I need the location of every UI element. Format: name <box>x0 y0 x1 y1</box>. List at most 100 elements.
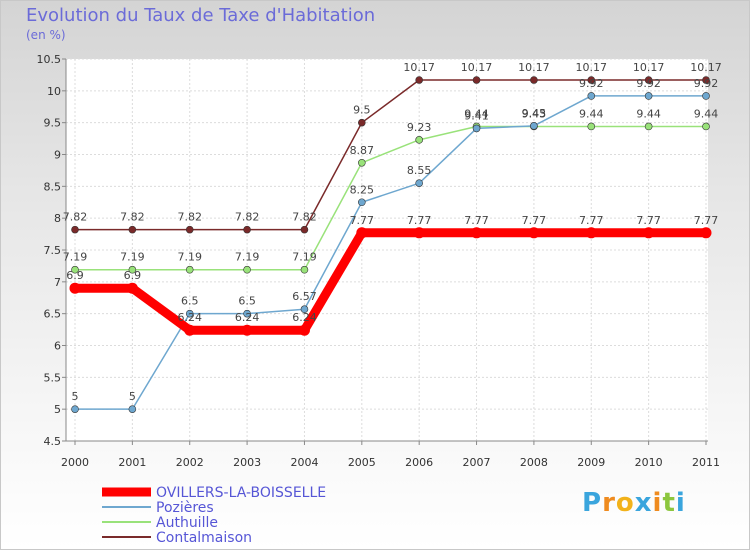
data-point-pozi-res <box>587 92 596 100</box>
data-point-authuille <box>415 136 423 144</box>
y-tick-label: 8 <box>54 212 61 225</box>
y-tick-label: 7.5 <box>44 244 62 257</box>
data-label-contalmaison: 7.82 <box>63 211 88 224</box>
legend-label-pozi-res: Pozières <box>156 500 214 516</box>
data-label-contalmaison: 10.17 <box>633 61 665 74</box>
data-label-authuille: 7.19 <box>177 251 202 264</box>
legend: OVILLERS-LA-BOISSELLEPozièresAuthuilleCo… <box>102 485 326 546</box>
data-label-authuille: 9.44 <box>636 107 661 120</box>
data-point-ovillers-la-boisselle <box>241 324 253 336</box>
logo-letter: r <box>602 488 616 518</box>
x-tick-label: 2000 <box>61 456 89 469</box>
y-axis-unit-label: (en %) <box>26 28 66 42</box>
data-point-pozi-res <box>185 309 194 318</box>
data-labels: 7.82 7.82 7.82 7.82 7.82 9.5 10.17 10.17 10.17 10… <box>63 61 722 403</box>
logo-letter: t <box>662 488 676 518</box>
data-point-pozi-res <box>358 198 366 207</box>
data-label-ovillers-la-boisselle: 6.24 <box>292 311 317 324</box>
data-label-pozi-res: 8.55 <box>407 164 432 177</box>
data-point-ovillers-la-boisselle <box>69 282 81 294</box>
x-tick-label: 2002 <box>176 456 204 469</box>
logo-letter: o <box>615 488 635 518</box>
x-tick-label: 2010 <box>635 456 663 469</box>
data-point-pozi-res <box>128 405 137 413</box>
data-label-contalmaison: 10.17 <box>403 61 435 74</box>
data-label-ovillers-la-boisselle: 6.24 <box>235 311 260 324</box>
data-point-pozi-res <box>472 124 481 133</box>
data-label-authuille: 7.19 <box>63 251 88 264</box>
series-line-contalmaison <box>74 79 707 231</box>
data-label-authuille: 9.44 <box>464 107 489 120</box>
x-tick-label: 2001 <box>118 456 146 469</box>
data-label-contalmaison: 10.17 <box>461 61 493 74</box>
logo-letter: i <box>652 488 663 518</box>
y-tick-label: 4.5 <box>44 435 62 448</box>
data-label-contalmaison: 7.82 <box>292 211 317 224</box>
data-point-authuille <box>243 265 251 274</box>
x-tick-label: 2003 <box>233 456 261 469</box>
data-label-pozi-res: 9.92 <box>579 77 604 90</box>
data-point-contalmaison <box>415 76 423 84</box>
data-point-authuille <box>300 265 309 274</box>
data-point-pozi-res <box>415 179 423 187</box>
y-tick-label: 7 <box>54 276 61 289</box>
data-label-authuille: 9.43 <box>522 107 547 120</box>
data-label-contalmaison: 10.17 <box>576 61 608 74</box>
data-label-authuille: 8.87 <box>350 144 375 157</box>
x-tick-label: 2005 <box>348 456 376 469</box>
y-tick-label: 9 <box>54 149 61 162</box>
data-label-contalmaison: 9.5 <box>353 104 371 117</box>
data-point-contalmaison <box>300 225 309 234</box>
data-point-contalmaison <box>358 118 366 127</box>
y-tick-label: 10.5 <box>37 53 62 66</box>
data-label-ovillers-la-boisselle: 7.77 <box>522 214 547 227</box>
data-label-ovillers-la-boisselle: 7.77 <box>636 214 661 227</box>
series-line-ovillers-la-boisselle <box>70 228 711 335</box>
data-point-contalmaison <box>702 76 710 84</box>
data-point-contalmaison <box>530 76 538 84</box>
data-label-ovillers-la-boisselle: 6.24 <box>177 311 202 324</box>
data-label-authuille: 9.44 <box>694 107 719 120</box>
data-label-contalmaison: 7.82 <box>235 211 260 224</box>
data-point-ovillers-la-boisselle <box>298 324 310 336</box>
data-point-authuille <box>128 265 137 274</box>
y-tick-label: 5.5 <box>44 371 62 384</box>
data-point-authuille <box>587 122 596 131</box>
data-label-pozi-res: 9.45 <box>522 107 547 120</box>
data-label-pozi-res: 5 <box>129 390 136 403</box>
data-point-contalmaison <box>472 76 481 84</box>
y-tick-label: 6 <box>54 340 61 353</box>
data-point-ovillers-la-boisselle <box>126 282 138 294</box>
data-point-ovillers-la-boisselle <box>356 227 368 239</box>
data-label-contalmaison: 7.82 <box>177 211 202 224</box>
x-tick-label: 2006 <box>405 456 433 469</box>
x-tick-label: 2004 <box>290 456 318 469</box>
proxiti-logo: Proxiti <box>582 488 686 518</box>
data-point-ovillers-la-boisselle <box>528 227 540 239</box>
data-point-ovillers-la-boisselle <box>413 227 425 239</box>
data-label-ovillers-la-boisselle: 7.77 <box>407 214 432 227</box>
data-point-pozi-res <box>71 405 79 413</box>
data-label-authuille: 7.19 <box>120 251 145 264</box>
data-label-pozi-res: 8.25 <box>350 183 375 196</box>
logo-letter: x <box>634 488 653 518</box>
y-tick-label: 5 <box>54 403 61 416</box>
data-label-ovillers-la-boisselle: 7.77 <box>464 214 489 227</box>
x-tick-label: 2011 <box>692 456 720 469</box>
data-label-authuille: 7.19 <box>292 251 317 264</box>
series-group <box>69 76 712 413</box>
data-label-ovillers-la-boisselle: 7.77 <box>579 214 604 227</box>
data-label-pozi-res: 9.92 <box>636 77 661 90</box>
data-point-authuille <box>702 122 710 131</box>
data-label-ovillers-la-boisselle: 6.9 <box>124 269 142 282</box>
logo-letter: P <box>582 488 603 518</box>
data-label-contalmaison: 10.17 <box>690 61 722 74</box>
chart-title: Evolution du Taux de Taxe d'Habitation <box>26 5 376 26</box>
grid <box>66 58 708 442</box>
data-label-authuille: 7.19 <box>235 251 260 264</box>
data-point-ovillers-la-boisselle <box>700 227 712 239</box>
y-tick-label: 8.5 <box>44 180 62 193</box>
data-label-contalmaison: 10.17 <box>518 61 550 74</box>
